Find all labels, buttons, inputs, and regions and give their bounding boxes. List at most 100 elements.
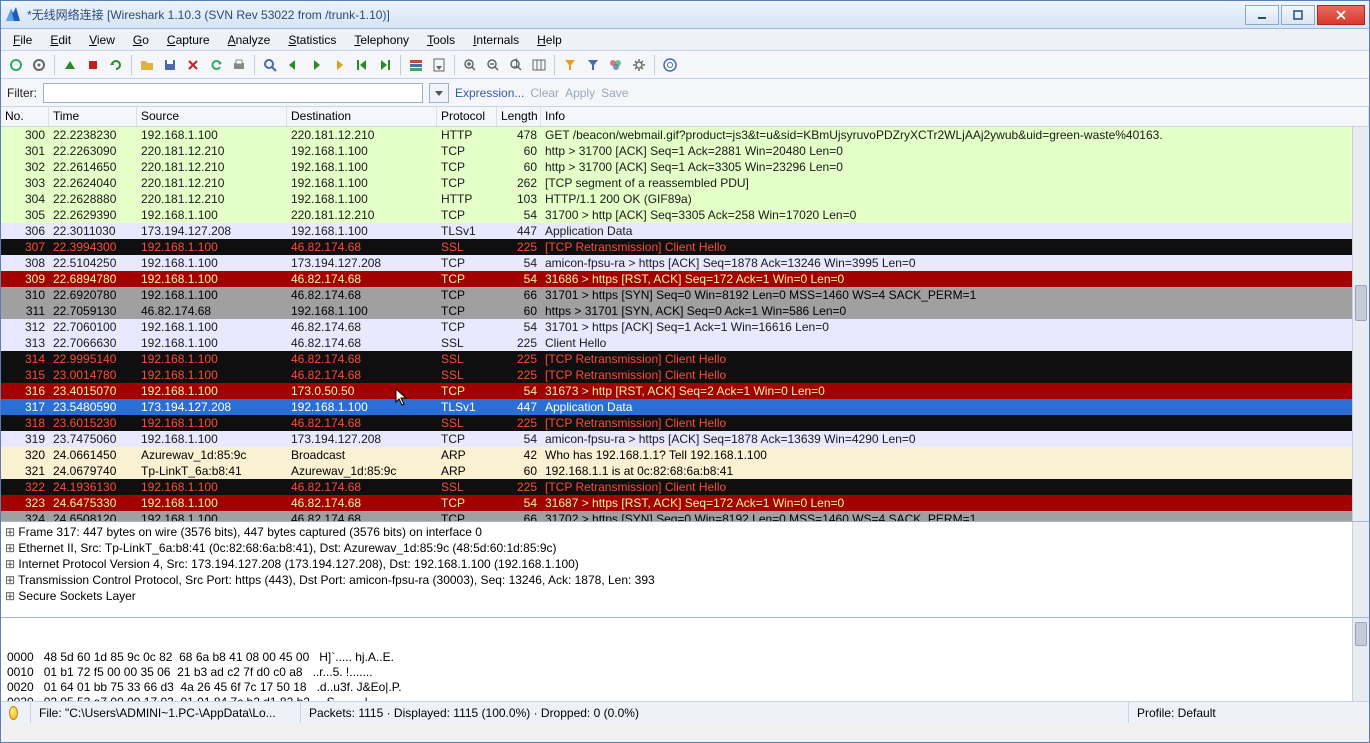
packet-row[interactable]: 30122.2263090220.181.12.210192.168.1.100… (1, 143, 1369, 159)
scrollbar-thumb[interactable] (1355, 285, 1367, 321)
close-file-button[interactable] (182, 54, 204, 76)
packet-details-pane[interactable]: Frame 317: 447 bytes on wire (3576 bits)… (1, 521, 1369, 617)
preferences-button[interactable] (628, 54, 650, 76)
packet-row[interactable]: 30322.2624040220.181.12.210192.168.1.100… (1, 175, 1369, 191)
packet-row[interactable]: 30422.2628880220.181.12.210192.168.1.100… (1, 191, 1369, 207)
save-button[interactable] (159, 54, 181, 76)
packet-row[interactable]: 32024.0661450Azurewav_1d:85:9cBroadcastA… (1, 447, 1369, 463)
filter-dropdown[interactable] (429, 83, 449, 103)
packet-row[interactable]: 30722.3994300192.168.1.10046.82.174.68SS… (1, 239, 1369, 255)
title-bar: *无线网络连接 [Wireshark 1.10.3 (SVN Rev 53022… (1, 1, 1369, 29)
menu-capture[interactable]: Capture (159, 31, 218, 49)
filter-input[interactable] (43, 83, 423, 103)
packet-row[interactable]: 30522.2629390192.168.1.100220.181.12.210… (1, 207, 1369, 223)
menu-help[interactable]: Help (529, 31, 570, 49)
auto-scroll-button[interactable] (428, 54, 450, 76)
open-button[interactable] (136, 54, 158, 76)
packet-row[interactable]: 31022.6920780192.168.1.10046.82.174.68TC… (1, 287, 1369, 303)
menu-edit[interactable]: Edit (42, 31, 79, 49)
window-title: *无线网络连接 [Wireshark 1.10.3 (SVN Rev 53022… (27, 6, 1245, 23)
restart-capture-button[interactable] (105, 54, 127, 76)
interfaces-button[interactable] (5, 54, 27, 76)
go-to-button[interactable] (328, 54, 350, 76)
packet-row[interactable]: 31723.5480590173.194.127.208192.168.1.10… (1, 399, 1369, 415)
app-icon (5, 7, 21, 23)
menu-statistics[interactable]: Statistics (280, 31, 344, 49)
menu-analyze[interactable]: Analyze (220, 31, 279, 49)
hex-scrollbar[interactable] (1352, 618, 1369, 701)
help-button[interactable] (659, 54, 681, 76)
coloring-rules-button[interactable] (605, 54, 627, 76)
go-forward-button[interactable] (305, 54, 327, 76)
clear-button[interactable]: Clear (530, 86, 559, 100)
packet-row[interactable]: 30022.2238230192.168.1.100220.181.12.210… (1, 127, 1369, 143)
packet-row[interactable]: 30922.6894780192.168.1.10046.82.174.68TC… (1, 271, 1369, 287)
menu-tools[interactable]: Tools (419, 31, 463, 49)
packet-list-header[interactable]: No. Time Source Destination Protocol Len… (1, 107, 1369, 127)
go-back-button[interactable] (282, 54, 304, 76)
col-dest[interactable]: Destination (287, 107, 437, 126)
packet-bytes-pane[interactable]: 0000 48 5d 60 1d 85 9c 0c 82 68 6a b8 41… (1, 617, 1369, 701)
zoom-out-button[interactable] (482, 54, 504, 76)
resize-columns-button[interactable] (528, 54, 550, 76)
detail-line[interactable]: Internet Protocol Version 4, Src: 173.19… (5, 556, 1365, 572)
packet-row[interactable]: 32324.6475330192.168.1.10046.82.174.68TC… (1, 495, 1369, 511)
print-button[interactable] (228, 54, 250, 76)
display-filters-button[interactable] (582, 54, 604, 76)
menu-internals[interactable]: Internals (465, 31, 527, 49)
zoom-in-button[interactable] (459, 54, 481, 76)
detail-line[interactable]: Secure Sockets Layer (5, 588, 1365, 604)
packet-row[interactable]: 31823.6015230192.168.1.10046.82.174.68SS… (1, 415, 1369, 431)
expression-button[interactable]: Expression... (455, 86, 524, 100)
packet-row[interactable]: 31623.4015070192.168.1.100173.0.50.50TCP… (1, 383, 1369, 399)
expert-info-button[interactable] (1, 702, 31, 723)
start-capture-button[interactable] (59, 54, 81, 76)
menu-view[interactable]: View (81, 31, 123, 49)
find-button[interactable] (259, 54, 281, 76)
packet-row[interactable]: 31923.7475060192.168.1.100173.194.127.20… (1, 431, 1369, 447)
packet-row[interactable]: 31523.0014780192.168.1.10046.82.174.68SS… (1, 367, 1369, 383)
zoom-reset-button[interactable]: 1 (505, 54, 527, 76)
status-profile[interactable]: Profile: Default (1129, 702, 1369, 723)
packet-row[interactable]: 32124.0679740Tp-LinkT_6a:b8:41Azurewav_1… (1, 463, 1369, 479)
hex-content[interactable]: 0000 48 5d 60 1d 85 9c 0c 82 68 6a b8 41… (7, 650, 1363, 701)
menu-telephony[interactable]: Telephony (346, 31, 417, 49)
packet-list-pane[interactable]: 30022.2238230192.168.1.100220.181.12.210… (1, 127, 1369, 521)
packet-row[interactable]: 30622.3011030173.194.127.208192.168.1.10… (1, 223, 1369, 239)
options-button[interactable] (28, 54, 50, 76)
packet-row[interactable]: 30822.5104250192.168.1.100173.194.127.20… (1, 255, 1369, 271)
go-first-button[interactable] (351, 54, 373, 76)
menu-go[interactable]: Go (125, 31, 157, 49)
packet-row[interactable]: 31322.7066630192.168.1.10046.82.174.68SS… (1, 335, 1369, 351)
filter-toolbar: Filter: Expression... Clear Apply Save (1, 79, 1369, 107)
scrollbar-thumb[interactable] (1355, 622, 1367, 646)
packet-row[interactable]: 32424.6508120192.168.1.10046.82.174.68TC… (1, 511, 1369, 521)
maximize-button[interactable] (1281, 5, 1315, 25)
packet-list-scrollbar[interactable] (1352, 127, 1369, 521)
packet-row[interactable]: 31422.9995140192.168.1.10046.82.174.68SS… (1, 351, 1369, 367)
save-filter-button[interactable]: Save (601, 86, 628, 100)
detail-line[interactable]: Ethernet II, Src: Tp-LinkT_6a:b8:41 (0c:… (5, 540, 1365, 556)
colorize-button[interactable] (405, 54, 427, 76)
close-button[interactable] (1317, 5, 1365, 25)
apply-button[interactable]: Apply (565, 86, 595, 100)
minimize-button[interactable] (1245, 5, 1279, 25)
stop-capture-button[interactable] (82, 54, 104, 76)
packet-row[interactable]: 32224.1936130192.168.1.10046.82.174.68SS… (1, 479, 1369, 495)
col-no[interactable]: No. (1, 107, 49, 126)
detail-line[interactable]: Frame 317: 447 bytes on wire (3576 bits)… (5, 524, 1365, 540)
go-last-button[interactable] (374, 54, 396, 76)
col-time[interactable]: Time (49, 107, 137, 126)
packet-row[interactable]: 31122.705913046.82.174.68192.168.1.100TC… (1, 303, 1369, 319)
menu-file[interactable]: File (5, 31, 40, 49)
packet-row[interactable]: 30222.2614650220.181.12.210192.168.1.100… (1, 159, 1369, 175)
detail-line[interactable]: Transmission Control Protocol, Src Port:… (5, 572, 1365, 588)
reload-button[interactable] (205, 54, 227, 76)
packet-row[interactable]: 31222.7060100192.168.1.10046.82.174.68TC… (1, 319, 1369, 335)
col-info[interactable]: Info (541, 107, 1369, 126)
col-proto[interactable]: Protocol (437, 107, 497, 126)
capture-filters-button[interactable] (559, 54, 581, 76)
col-source[interactable]: Source (137, 107, 287, 126)
col-len[interactable]: Length (497, 107, 541, 126)
details-scrollbar[interactable] (1352, 522, 1369, 617)
